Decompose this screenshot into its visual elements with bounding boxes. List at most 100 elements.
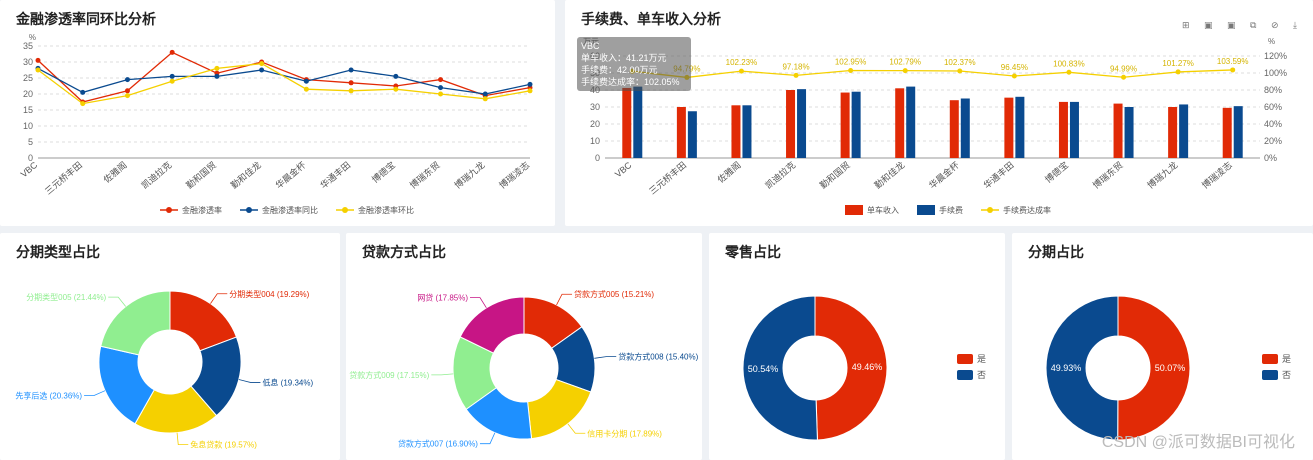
bar bbox=[1015, 96, 1025, 158]
data-point bbox=[80, 101, 86, 107]
fee-bar-chart[interactable]: 万元%00%1020%2040%3060%4080%50100%60120%VB… bbox=[565, 0, 1313, 226]
slice-label: 免息贷款 (19.57%) bbox=[190, 440, 257, 450]
x-tick-label: 勤和国贸 bbox=[817, 159, 852, 191]
legend-marker bbox=[166, 207, 172, 213]
x-tick-label: 华晨金杯 bbox=[926, 159, 961, 191]
x-tick-label: 博瑞凌志 bbox=[497, 159, 532, 191]
slice-label: 贷款方式007 (16.90%) bbox=[398, 439, 478, 449]
data-label: 102.23% bbox=[726, 58, 758, 67]
bar bbox=[1222, 107, 1232, 158]
legend-marker bbox=[342, 207, 348, 213]
series-line bbox=[37, 62, 531, 105]
leader-line bbox=[108, 296, 127, 307]
slice-label: 贷款方式009 (17.15%) bbox=[349, 370, 429, 380]
installment-donut[interactable]: 50.07% 49.93% 是否 bbox=[1012, 233, 1313, 460]
legend-swatch bbox=[1262, 370, 1278, 380]
data-point bbox=[169, 49, 175, 55]
panel-title: 手续费、单车收入分析 bbox=[581, 11, 721, 27]
leader-line bbox=[567, 423, 586, 434]
leader-line bbox=[431, 373, 454, 376]
data-point bbox=[738, 68, 744, 74]
data-point bbox=[1011, 73, 1017, 79]
y2-tick-label: 80% bbox=[1264, 85, 1282, 95]
data-point bbox=[169, 73, 175, 79]
tooltip-line: 单车收入：41.21万元 bbox=[581, 53, 667, 63]
data-point bbox=[35, 67, 41, 73]
y-tick-label: 10 bbox=[590, 136, 600, 146]
y-tick-label: 30 bbox=[590, 102, 600, 112]
y2-tick-label: 40% bbox=[1264, 119, 1282, 129]
data-point bbox=[482, 91, 488, 97]
chart-tooltip: VBC 单车收入：41.21万元 手续费：42.00万元 手续费达成率：102.… bbox=[577, 37, 691, 91]
bar bbox=[1124, 107, 1134, 158]
series-line bbox=[37, 67, 531, 95]
x-tick-label: 勤和佳龙 bbox=[872, 159, 907, 191]
pie-slice bbox=[1117, 295, 1191, 441]
pie-slice bbox=[459, 296, 525, 354]
bar bbox=[906, 86, 916, 158]
legend-label: 金融渗透率环比 bbox=[358, 205, 414, 215]
x-tick-label: 华晨金杯 bbox=[273, 159, 308, 191]
bar bbox=[851, 91, 861, 158]
slice-label: 信用卡分期 (17.89%) bbox=[587, 428, 662, 438]
tooltip-line: 手续费达成率：102.05% bbox=[581, 77, 680, 87]
retail-panel: 零售占比 49.46% 50.54% 是否 bbox=[709, 233, 1005, 460]
y-tick-label: 15 bbox=[23, 105, 33, 115]
leader-line bbox=[594, 356, 617, 359]
data-point bbox=[848, 67, 854, 73]
y-tick-label: 35 bbox=[23, 41, 33, 51]
legend-label: 单车收入 bbox=[867, 205, 899, 215]
data-point bbox=[438, 85, 444, 91]
data-point bbox=[1121, 74, 1127, 80]
series-line bbox=[37, 51, 531, 103]
data-point bbox=[393, 86, 399, 92]
bar bbox=[1233, 106, 1243, 158]
pie-slice bbox=[742, 295, 818, 441]
slice-label: 低息 (19.34%) bbox=[262, 377, 313, 387]
pie-slice bbox=[527, 378, 592, 440]
bar bbox=[1179, 104, 1189, 158]
legend-label: 否 bbox=[977, 370, 986, 380]
x-tick-label: 三元桥丰田 bbox=[647, 159, 689, 196]
y-tick-label: 25 bbox=[23, 73, 33, 83]
pie-slice bbox=[814, 295, 888, 441]
data-point bbox=[438, 91, 444, 97]
data-label: 97.18% bbox=[782, 62, 809, 71]
panel-title: 贷款方式占比 bbox=[362, 244, 446, 260]
data-point bbox=[527, 88, 533, 94]
loan-method-donut[interactable]: 贷款方式005 (15.21%) 贷款方式008 (15.40%) 信用卡分期 (1… bbox=[346, 233, 702, 460]
x-tick-label: 华通丰田 bbox=[318, 159, 353, 191]
x-tick-label: 博瑞东贸 bbox=[1090, 159, 1125, 191]
leader-line bbox=[556, 293, 573, 306]
leader-line bbox=[479, 432, 496, 445]
legend-label: 手续费达成率 bbox=[1003, 205, 1051, 215]
installment-type-donut[interactable]: 分期类型004 (19.29%) 低息 (19.34%) 免息贷款 (19.57%)… bbox=[0, 233, 340, 460]
data-label: 102.37% bbox=[944, 58, 976, 67]
data-point bbox=[259, 67, 265, 73]
slice-label: 贷款方式005 (15.21%) bbox=[574, 289, 654, 299]
penetration-line-chart[interactable]: % 0 5 10 15 20 25 30 35 VBC 三元桥丰田 佐雅阁 凯迪拉克 勤和国贸 勤和佳龙 华晨… bbox=[0, 0, 555, 226]
slice-label: 50.54% bbox=[748, 364, 779, 374]
panel-title: 分期类型占比 bbox=[16, 244, 100, 260]
bar bbox=[676, 107, 686, 158]
data-point bbox=[438, 77, 444, 83]
toolbox-icons[interactable]: ⊞ ▣ ▣ ⧉ ⊘ ⤓ bbox=[1182, 20, 1303, 30]
slice-label: 先享后选 (20.36%) bbox=[15, 391, 82, 401]
data-point bbox=[80, 89, 86, 95]
legend-swatch bbox=[845, 205, 863, 215]
y2-axis-label: % bbox=[1268, 37, 1275, 46]
x-tick-label: 博德宝 bbox=[369, 159, 397, 185]
legend-swatch bbox=[957, 370, 973, 380]
retail-donut[interactable]: 49.46% 50.54% 是否 bbox=[709, 233, 1005, 460]
pie-slice bbox=[100, 290, 171, 356]
slice-label: 分期类型004 (19.29%) bbox=[229, 289, 309, 299]
bar bbox=[622, 87, 632, 158]
y-axis-label: % bbox=[29, 33, 36, 42]
data-point bbox=[902, 68, 908, 74]
data-label: 102.95% bbox=[835, 57, 867, 66]
x-tick-label: 三元桥丰田 bbox=[42, 159, 84, 196]
legend-swatch bbox=[917, 205, 935, 215]
tooltip-line: 手续费：42.00万元 bbox=[581, 65, 658, 75]
data-point bbox=[957, 68, 963, 74]
x-tick-label: 博德宝 bbox=[1042, 159, 1070, 185]
